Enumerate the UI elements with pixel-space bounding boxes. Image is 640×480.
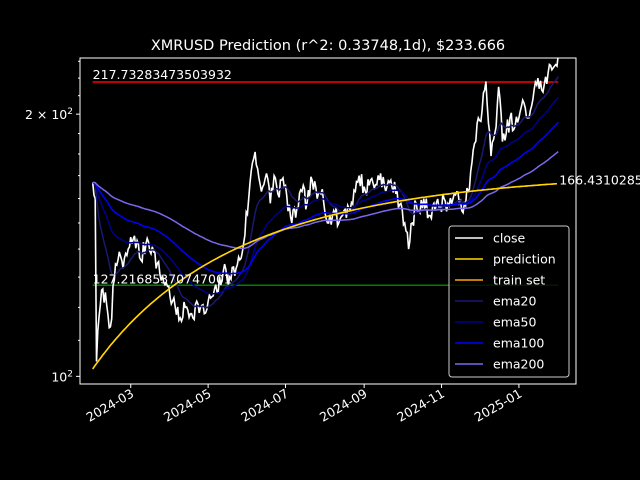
end-prediction-label: 166.43102857 — [559, 173, 640, 188]
chart-title: XMRUSD Prediction (r^2: 0.33748,1d), $23… — [151, 38, 505, 54]
legend-label-train: train set — [493, 273, 545, 288]
plot-frame — [79, 57, 577, 385]
series-prediction — [92, 182, 558, 370]
y-axis: 102 2 × 102 — [25, 60, 80, 384]
legend-label-close: close — [493, 231, 526, 246]
y-tick-label: 102 — [51, 369, 73, 384]
upper-level-label: 217.73283473503932 — [93, 67, 232, 82]
annotations: 217.73283473503932 127.21685370747001 16… — [93, 67, 640, 286]
legend-label-ema200: ema200 — [493, 357, 544, 372]
plot-area — [79, 57, 577, 385]
series-ema100 — [92, 121, 559, 275]
legend-label-prediction: prediction — [493, 252, 556, 267]
series-ema20 — [92, 76, 559, 309]
series-ema200 — [92, 151, 559, 250]
legend-label-ema50: ema50 — [493, 315, 536, 330]
legend: close prediction train set ema20 ema50 ema100… — [448, 225, 570, 378]
legend-label-ema20: ema20 — [493, 294, 536, 309]
legend-label-ema100: ema100 — [493, 336, 544, 351]
legend-box — [448, 225, 570, 378]
lower-level-label: 127.21685370747001 — [93, 271, 232, 286]
series-ema50 — [92, 96, 559, 295]
y-tick-label: 2 × 102 — [25, 107, 73, 122]
series-close — [91, 58, 559, 362]
